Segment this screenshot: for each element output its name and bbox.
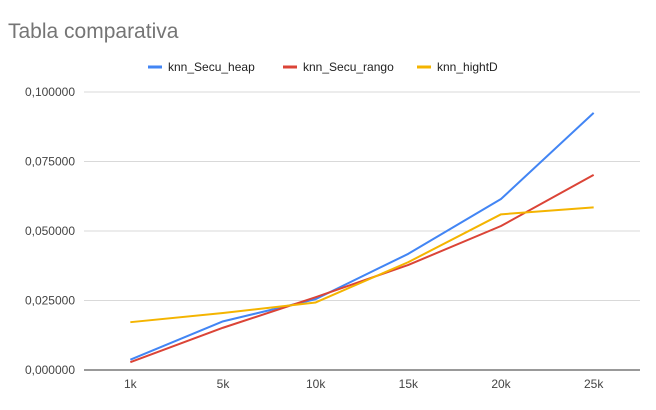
series-line-knn_Secu_heap [129,112,595,361]
gridlines [84,91,640,371]
y-tick-label: 0,075000 [25,155,75,169]
chart-title: Tabla comparativa [8,20,179,43]
x-tick-label: 25k [584,377,604,391]
y-tick-label: 0,100000 [25,85,75,99]
x-tick-label: 10k [306,377,326,391]
y-axis: 0,000000 0,025000 0,050000 0,075000 0,100000 [25,85,75,377]
y-tick-label: 0,050000 [25,224,75,238]
x-axis: 1k 5k 10k 15k 20k 25k [124,377,604,391]
y-tick-label: 0,025000 [25,294,75,308]
y-tick-label: 0,000000 [25,363,75,377]
legend-label: knn_Secu_rango [303,60,394,74]
x-tick-label: 15k [399,377,419,391]
legend-label: knn_Secu_heap [168,60,255,74]
series-line-knn_Secu_rango [129,173,595,364]
legend-label: knn_hightD [437,60,498,74]
x-tick-label: 5k [217,377,231,391]
x-tick-label: 1k [124,377,138,391]
series-lines [129,112,595,364]
x-tick-label: 20k [491,377,511,391]
legend: knn_Secu_heap knn_Secu_rango knn_hightD [148,60,498,74]
series-line-knn_hightD [130,206,594,324]
